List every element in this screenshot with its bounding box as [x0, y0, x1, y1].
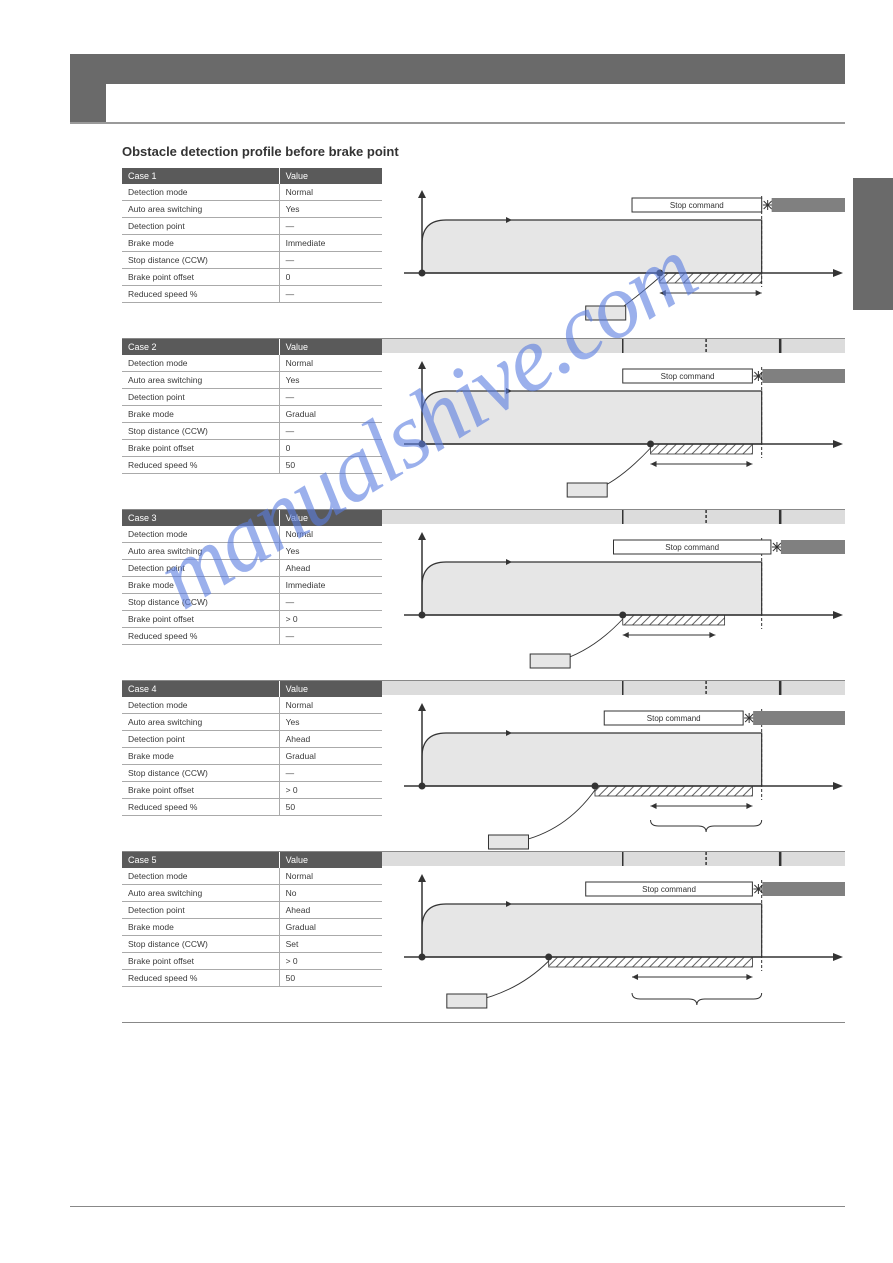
- table-row: Brake modeGradual: [122, 748, 382, 765]
- block-4: Case 4 ValueDetection modeNormalAuto are…: [122, 681, 845, 852]
- table-row: Brake point offset0: [122, 269, 382, 286]
- table-row: Reduced speed %50: [122, 457, 382, 474]
- svg-text:Stop command: Stop command: [670, 201, 724, 210]
- table-row: Detection pointAhead: [122, 560, 382, 577]
- table-row: Auto area switchingYes: [122, 201, 382, 218]
- table-row: Brake point offset0: [122, 440, 382, 457]
- table-row: Detection modeNormal: [122, 184, 382, 201]
- diagram-1: Stop command: [382, 168, 845, 338]
- table-row: Auto area switchingYes: [122, 543, 382, 560]
- table-row: Stop distance (CCW)—: [122, 423, 382, 440]
- svg-text:Stop command: Stop command: [665, 543, 719, 552]
- block-2: Case 2 ValueDetection modeNormalAuto are…: [122, 339, 845, 510]
- table-row: Auto area switchingYes: [122, 714, 382, 731]
- table-row: Detection modeNormal: [122, 526, 382, 543]
- table-row: Detection pointAhead: [122, 731, 382, 748]
- th-case: Case 1: [122, 168, 280, 184]
- th-value: Value: [280, 510, 382, 526]
- table-row: Reduced speed %50: [122, 799, 382, 816]
- table-row: Reduced speed %50: [122, 970, 382, 987]
- table-row: Brake point offset> 0: [122, 782, 382, 799]
- th-value: Value: [280, 681, 382, 697]
- table-row: Detection modeNormal: [122, 868, 382, 885]
- block-3: Case 3 ValueDetection modeNormalAuto are…: [122, 510, 845, 681]
- blocks-container: Case 1 ValueDetection modeNormalAuto are…: [122, 168, 845, 1023]
- table-row: Reduced speed %—: [122, 628, 382, 645]
- th-case: Case 2: [122, 339, 280, 355]
- table-row: Stop distance (CCW)—: [122, 594, 382, 611]
- page-heading: Obstacle detection profile before brake …: [122, 144, 399, 159]
- th-case: Case 4: [122, 681, 280, 697]
- table-row: Brake modeImmediate: [122, 577, 382, 594]
- header-rule: [70, 122, 845, 124]
- svg-text:Stop command: Stop command: [647, 714, 701, 723]
- th-case: Case 3: [122, 510, 280, 526]
- table-row: Detection point—: [122, 218, 382, 235]
- svg-text:Stop command: Stop command: [661, 372, 715, 381]
- table-row: Auto area switchingNo: [122, 885, 382, 902]
- table-row: Auto area switchingYes: [122, 372, 382, 389]
- table-row: Brake point offset> 0: [122, 953, 382, 970]
- th-value: Value: [280, 852, 382, 868]
- table-row: Detection pointAhead: [122, 902, 382, 919]
- header-band: [70, 54, 845, 84]
- footer-rule: [70, 1206, 845, 1207]
- block-1: Case 1 ValueDetection modeNormalAuto are…: [122, 168, 845, 339]
- diagram-3: Stop command: [382, 510, 845, 680]
- th-value: Value: [280, 168, 382, 184]
- diagram-5: Stop command: [382, 852, 845, 1022]
- table-row: Brake modeGradual: [122, 406, 382, 423]
- table-row: Stop distance (CCW)—: [122, 252, 382, 269]
- table-row: Stop distance (CCW)—: [122, 765, 382, 782]
- diagram-2: Stop command: [382, 339, 845, 509]
- table-row: Detection modeNormal: [122, 697, 382, 714]
- diagram-4: Stop command: [382, 681, 845, 851]
- side-tab: [853, 178, 893, 310]
- th-case: Case 5: [122, 852, 280, 868]
- block-5: Case 5 ValueDetection modeNormalAuto are…: [122, 852, 845, 1023]
- table-row: Stop distance (CCW)Set: [122, 936, 382, 953]
- svg-text:Stop command: Stop command: [642, 885, 696, 894]
- table-row: Detection point—: [122, 389, 382, 406]
- table-row: Brake modeImmediate: [122, 235, 382, 252]
- table-row: Brake point offset> 0: [122, 611, 382, 628]
- table-row: Detection modeNormal: [122, 355, 382, 372]
- table-row: Reduced speed %—: [122, 286, 382, 303]
- th-value: Value: [280, 339, 382, 355]
- table-row: Brake modeGradual: [122, 919, 382, 936]
